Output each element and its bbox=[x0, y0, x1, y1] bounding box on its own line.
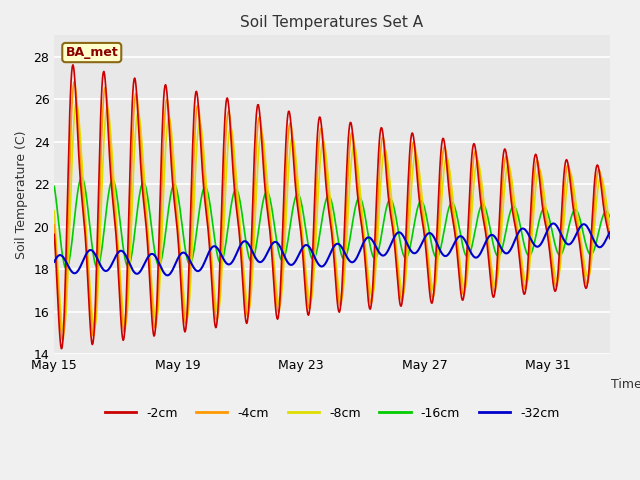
X-axis label: Time: Time bbox=[611, 378, 640, 391]
Y-axis label: Soil Temperature (C): Soil Temperature (C) bbox=[15, 131, 28, 259]
Text: BA_met: BA_met bbox=[65, 46, 118, 59]
Title: Soil Temperatures Set A: Soil Temperatures Set A bbox=[241, 15, 424, 30]
Legend: -2cm, -4cm, -8cm, -16cm, -32cm: -2cm, -4cm, -8cm, -16cm, -32cm bbox=[100, 402, 564, 425]
